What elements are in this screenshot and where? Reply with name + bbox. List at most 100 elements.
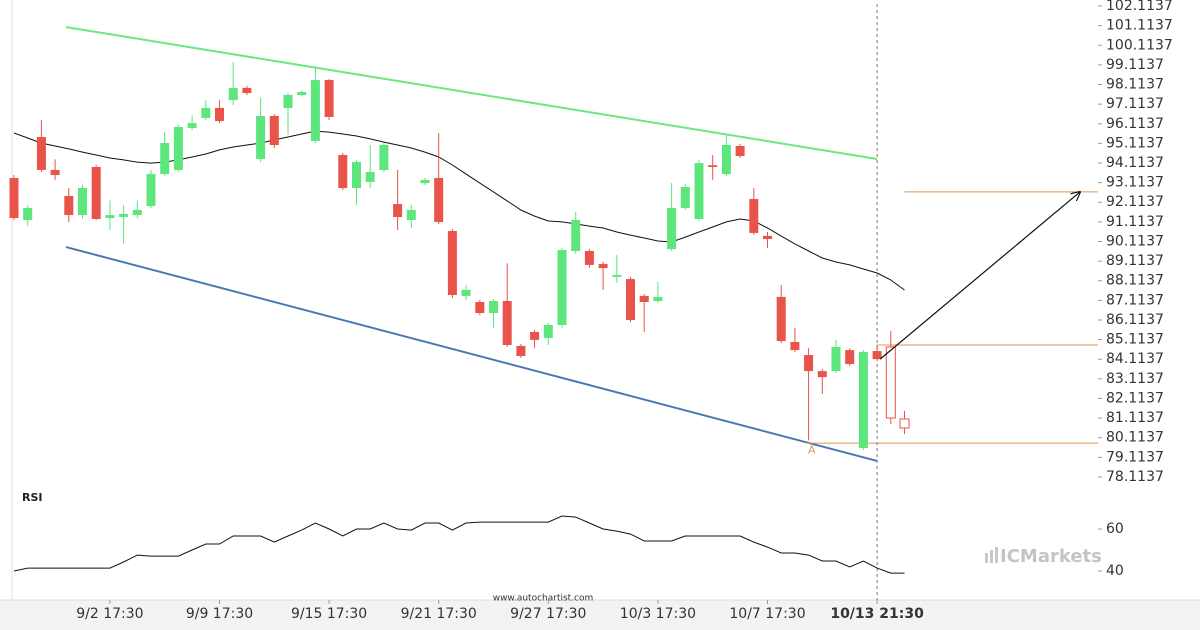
candle-body	[36, 136, 46, 170]
candle	[187, 115, 197, 130]
candle-body	[571, 219, 581, 251]
forecast-arrow	[879, 192, 1080, 360]
candle	[78, 184, 87, 219]
y-tick-label: 40	[1106, 563, 1124, 579]
candle-body	[653, 296, 663, 302]
y-tick-label: 102.1137	[1106, 0, 1173, 14]
x-tick-label: 10/3 17:30	[620, 606, 696, 622]
candle	[845, 348, 855, 366]
candle	[502, 263, 512, 347]
candle-body	[680, 187, 690, 209]
y-tick-label: 96.1137	[1106, 116, 1164, 132]
candle	[310, 68, 320, 144]
candle-body	[667, 208, 677, 250]
candle	[626, 276, 635, 323]
y-tick-label: 98.1137	[1106, 77, 1164, 93]
candle	[749, 187, 759, 235]
y-tick-label: 84.1137	[1106, 351, 1164, 367]
point-label: A	[808, 443, 816, 456]
candle-body	[708, 165, 718, 167]
candle-body	[146, 174, 156, 207]
candle	[667, 183, 677, 251]
channel-lower	[65, 246, 878, 462]
x-tick-label: 9/27 17:30	[510, 606, 586, 622]
candle-body	[160, 143, 170, 175]
candle-body	[119, 213, 129, 218]
x-tick-label: 9/21 17:30	[401, 606, 477, 622]
candle-body	[406, 209, 416, 220]
candle	[899, 410, 910, 435]
candle	[763, 231, 772, 249]
candle-body	[297, 92, 307, 95]
candle-body	[173, 126, 183, 170]
candle	[201, 100, 211, 121]
candle-body	[50, 169, 60, 176]
x-tick-label: 9/2 17:30	[76, 606, 143, 622]
candle-body	[639, 295, 649, 303]
candle	[269, 114, 279, 148]
candle	[173, 125, 183, 173]
candle	[653, 281, 663, 303]
candle-body	[23, 208, 33, 220]
candle-body	[612, 274, 622, 277]
y-tick-label: 90.1137	[1106, 233, 1164, 249]
candle-body	[310, 80, 320, 141]
candle	[283, 93, 293, 136]
candle-body	[831, 346, 841, 372]
candle	[516, 344, 526, 358]
candle-body	[626, 279, 635, 321]
candle-body	[393, 204, 403, 218]
candle-body	[434, 177, 444, 222]
candle-body	[9, 177, 19, 219]
candle-body	[242, 87, 252, 94]
candle	[557, 248, 567, 328]
candle-body	[187, 123, 197, 128]
candle	[612, 254, 622, 283]
candle	[461, 284, 471, 301]
y-tick-label: 93.1137	[1106, 175, 1164, 191]
x-tick-label: 9/9 17:30	[186, 606, 253, 622]
candle-body	[489, 301, 498, 313]
candle-body	[91, 166, 101, 219]
candle-body	[872, 351, 882, 360]
logo-bar	[990, 550, 993, 563]
candle	[256, 97, 266, 163]
candle-body	[475, 302, 485, 313]
candle	[735, 144, 745, 158]
logo-bar	[985, 553, 988, 563]
candle	[119, 205, 129, 244]
y-tick-label: 81.1137	[1106, 410, 1164, 426]
y-tick-label: 78.1137	[1106, 469, 1164, 485]
y-tick-label: 100.1137	[1106, 37, 1173, 53]
candle	[242, 85, 252, 95]
candle	[420, 177, 430, 186]
candle	[475, 300, 485, 315]
y-tick-label: 60	[1106, 521, 1124, 537]
candle	[91, 165, 101, 221]
y-tick-label: 92.1137	[1106, 194, 1164, 210]
candle	[858, 350, 868, 450]
y-tick-label: 80.1137	[1106, 430, 1164, 446]
candle-body	[885, 346, 896, 419]
candle	[885, 330, 896, 425]
y-tick-label: 88.1137	[1106, 273, 1164, 289]
candle	[160, 131, 170, 177]
candle-body	[228, 87, 238, 101]
candle-body	[324, 80, 334, 117]
candle-body	[338, 155, 348, 188]
brand-logo: ICMarkets	[985, 546, 1102, 567]
candle	[790, 327, 800, 353]
rsi-label: RSI	[22, 491, 43, 504]
candle	[598, 261, 608, 290]
candle-body	[256, 115, 266, 159]
candle	[872, 344, 882, 362]
candle	[694, 160, 704, 221]
candle-body	[447, 230, 457, 295]
candle	[708, 155, 718, 180]
brand-name: ICMarkets	[1000, 546, 1102, 567]
candle	[297, 90, 307, 97]
candle-body	[721, 145, 731, 175]
x-tick-label: 9/15 17:30	[291, 606, 367, 622]
candle	[23, 205, 33, 227]
